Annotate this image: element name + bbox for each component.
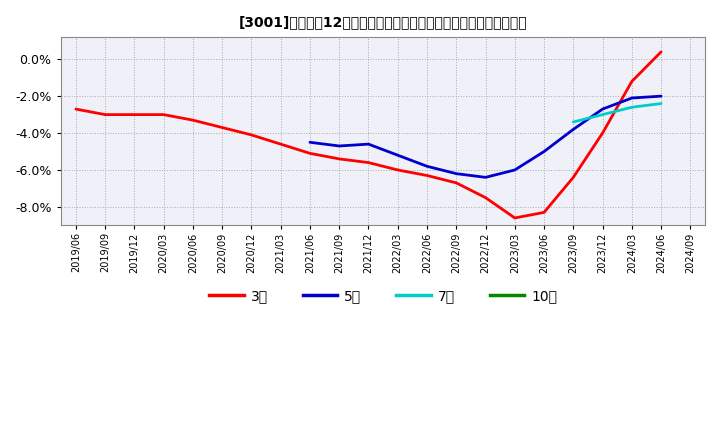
Legend: 3年, 5年, 7年, 10年: 3年, 5年, 7年, 10年	[204, 284, 563, 309]
Title: [3001]　売上高12か月移動合計の対前年同期増減率の平均値の推移: [3001] 売上高12か月移動合計の対前年同期増減率の平均値の推移	[239, 15, 528, 29]
